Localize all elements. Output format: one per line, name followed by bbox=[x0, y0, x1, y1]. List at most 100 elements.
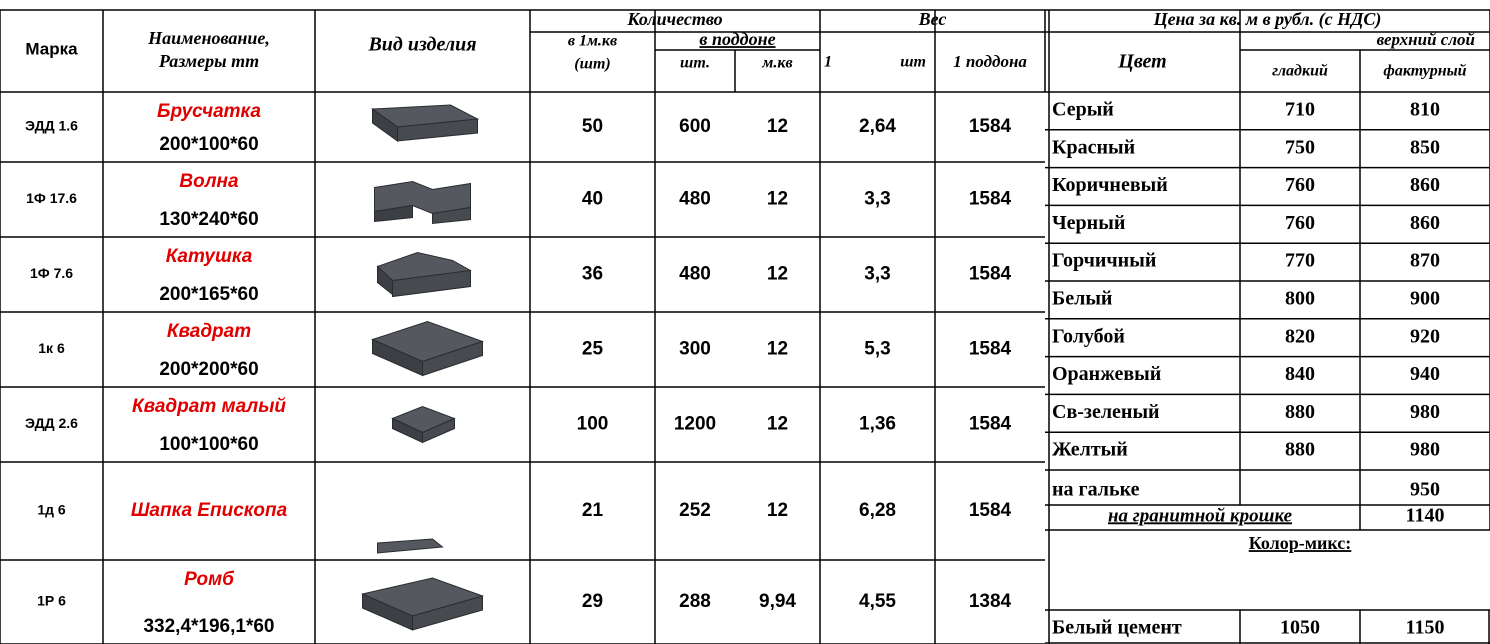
cell-text: шт. bbox=[680, 55, 710, 72]
cell-text: 750 bbox=[1285, 136, 1315, 158]
cell-text: гладкий bbox=[1272, 63, 1328, 80]
cell-text: 1050 bbox=[1280, 617, 1320, 639]
cell-text: Вес bbox=[918, 9, 947, 29]
cell-text: Белый bbox=[1052, 287, 1112, 309]
cell-text: 12 bbox=[767, 500, 788, 521]
cell-text: Шапка Епископа bbox=[131, 500, 288, 521]
cell-text: 200*100*60 bbox=[159, 134, 258, 155]
cell-text: 3,3 bbox=[864, 264, 890, 285]
cell-text: 21 bbox=[582, 500, 604, 521]
cell-text: 480 bbox=[679, 264, 711, 285]
cell-text: Марка bbox=[25, 39, 78, 58]
cell-text: Волна bbox=[179, 171, 239, 192]
cell-text: 800 bbox=[1285, 287, 1315, 309]
cell-text: 200*200*60 bbox=[159, 359, 258, 380]
cell-text: на гальке bbox=[1052, 479, 1140, 501]
product-image bbox=[374, 180, 471, 225]
cell-text: 850 bbox=[1410, 136, 1440, 158]
cell-text: на гранитной крошке bbox=[1108, 505, 1293, 526]
block-face bbox=[392, 269, 471, 298]
cell-text: Голубой bbox=[1052, 325, 1125, 347]
cell-text: 40 bbox=[582, 189, 603, 210]
cell-text: 1к 6 bbox=[38, 340, 65, 356]
cell-text: 1584 bbox=[969, 500, 1012, 521]
cell-text: 760 bbox=[1285, 212, 1315, 234]
cell-text: 1200 bbox=[674, 414, 716, 435]
cell-text: 300 bbox=[679, 339, 711, 360]
cell-text: 1Ф 7.6 bbox=[30, 265, 73, 281]
cell-text: 710 bbox=[1285, 98, 1315, 120]
cell-text: 1140 bbox=[1406, 505, 1445, 527]
cell-text: ЭДД 1.6 bbox=[25, 118, 78, 134]
cell-text: 1384 bbox=[969, 591, 1012, 612]
cell-text: 860 bbox=[1410, 174, 1440, 196]
block-face bbox=[397, 118, 478, 142]
product-image bbox=[376, 251, 472, 298]
cell-text: ЭДД 2.6 bbox=[25, 415, 78, 431]
block-face bbox=[377, 538, 444, 554]
cell-text: 1 поддона bbox=[953, 52, 1027, 71]
cell-text: 980 bbox=[1410, 401, 1440, 423]
cell-text: 920 bbox=[1410, 325, 1440, 347]
cell-text: в поддоне bbox=[699, 29, 775, 49]
cell-text: 900 bbox=[1410, 287, 1440, 309]
cell-text: Красный bbox=[1052, 136, 1135, 158]
product-image bbox=[371, 104, 480, 142]
cell-text: 12 bbox=[767, 116, 788, 137]
cell-text: Желтый bbox=[1052, 439, 1128, 461]
cell-text: 1Ф 17.6 bbox=[26, 190, 77, 206]
cell-text: в 1м.кв bbox=[568, 33, 617, 50]
cell-text: Горчичный bbox=[1052, 250, 1156, 272]
cell-text: Серый bbox=[1052, 98, 1114, 120]
cell-text: Цена за кв. м в рубл. (с НДС) bbox=[1153, 9, 1382, 30]
cell-text: 1 bbox=[824, 54, 832, 71]
cell-text: Св-зеленый bbox=[1052, 401, 1160, 423]
cell-text: 12 bbox=[767, 414, 788, 435]
cell-text: Наименование, bbox=[147, 28, 270, 48]
cell-text: Вид изделия bbox=[367, 34, 476, 56]
cell-text: 288 bbox=[679, 591, 711, 612]
cell-text: 1д 6 bbox=[37, 502, 66, 518]
block-face bbox=[432, 206, 471, 225]
cell-text: 950 bbox=[1410, 479, 1440, 501]
cell-text: Коричневый bbox=[1052, 174, 1168, 196]
cell-text: 3,3 bbox=[864, 189, 890, 210]
cell-text: 12 bbox=[767, 339, 788, 360]
cell-text: (шт) bbox=[574, 56, 610, 73]
cell-text: 25 bbox=[582, 339, 604, 360]
block-face bbox=[412, 595, 483, 631]
cell-text: 12 bbox=[767, 264, 788, 285]
cell-text: 2,64 bbox=[859, 116, 896, 137]
cell-text: Оранжевый bbox=[1052, 363, 1161, 385]
cell-text: 1584 bbox=[969, 116, 1012, 137]
cell-text: 12 bbox=[767, 189, 788, 210]
cell-text: 5,3 bbox=[864, 339, 890, 360]
block-face bbox=[422, 340, 483, 377]
cell-text: Ромб bbox=[184, 569, 235, 590]
cell-text: 1584 bbox=[969, 414, 1012, 435]
cell-text: Количество bbox=[626, 9, 722, 29]
cell-text: 840 bbox=[1285, 363, 1315, 385]
cell-text: 940 bbox=[1410, 363, 1440, 385]
cell-text: Черный bbox=[1052, 212, 1125, 234]
cell-text: 1,36 bbox=[859, 414, 896, 435]
cell-text: 600 bbox=[679, 116, 711, 137]
cell-text: 4,55 bbox=[859, 591, 896, 612]
cell-text: м.кв bbox=[761, 55, 792, 72]
product-image bbox=[360, 577, 485, 631]
cell-text: 980 bbox=[1410, 439, 1440, 461]
cell-text: 252 bbox=[679, 500, 711, 521]
cell-text: Квадрат bbox=[167, 321, 251, 342]
cell-text: 810 bbox=[1410, 98, 1440, 120]
cell-text: 100 bbox=[577, 414, 609, 435]
cell-text: 1584 bbox=[969, 339, 1012, 360]
cell-text: Белый цемент bbox=[1052, 617, 1182, 639]
cell-text: Колор-микс: bbox=[1249, 533, 1352, 553]
cell-text: Квадрат малый bbox=[132, 396, 286, 417]
cell-text: 770 bbox=[1285, 250, 1315, 272]
cell-text: 1Р 6 bbox=[37, 593, 66, 609]
cell-text: 860 bbox=[1410, 212, 1440, 234]
cell-text: Катушка bbox=[166, 246, 253, 267]
cell-text: шт bbox=[900, 54, 926, 71]
